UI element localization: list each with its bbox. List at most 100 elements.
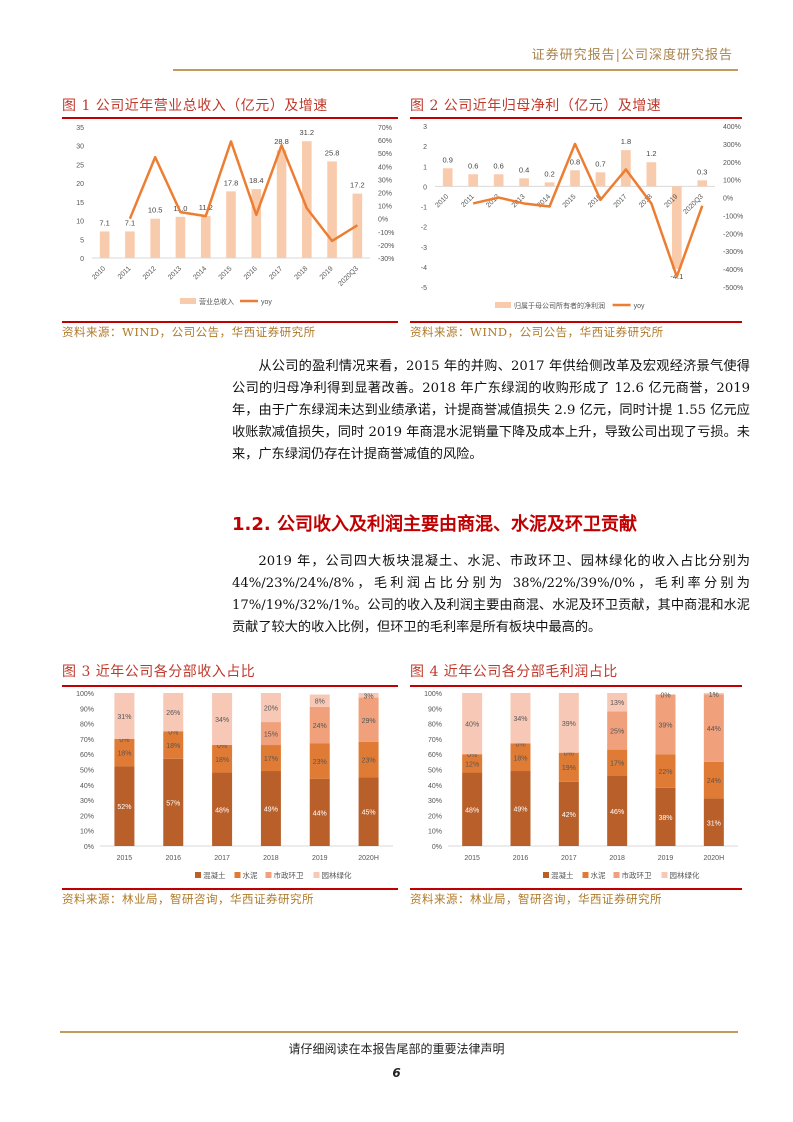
figure-1-chart: 0 5 10 15 20 25 30 35 -30% -20% -10% 0% 10% 20% 30% 40%…: [76, 125, 394, 306]
legend-swatch: [582, 872, 589, 878]
x-axis-tick-label: 2015: [218, 265, 234, 281]
y2-axis-tick-label: 300%: [723, 142, 741, 149]
body-paragraph-2: 2019 年，公司四大板块混凝土、水泥、市政环卫、园林绿化的收入占比分别为 44…: [232, 554, 750, 635]
stacked-bar-segment: [462, 754, 483, 773]
data-label: 17%: [610, 761, 624, 768]
bar: [226, 191, 236, 258]
y-axis-tick-label: 40%: [80, 783, 94, 790]
data-label: 38%: [658, 815, 672, 822]
data-label: 12%: [465, 761, 479, 768]
stacked-bar-segment: [163, 731, 184, 759]
y-axis-tick-label: 90%: [428, 706, 442, 713]
data-label: 25%: [610, 728, 624, 735]
data-label: 25.8: [325, 148, 340, 157]
y-axis-tick-label: 35: [76, 125, 84, 132]
x-axis-tick-label: 2013: [167, 265, 183, 281]
x-axis-tick-label: 2016: [587, 193, 603, 209]
stacked-bar-segment: [558, 781, 579, 846]
data-label: 29%: [362, 718, 376, 725]
stacked-bar-segment: [703, 693, 724, 695]
y-axis-tick-label: 0: [80, 256, 84, 263]
data-label: 0%: [515, 741, 525, 748]
x-axis-tick-label: 2015: [562, 193, 578, 209]
figure-4-bottom-rule: [410, 888, 742, 890]
stacked-bar-segment: [309, 743, 330, 779]
stacked-bar-segment: [462, 772, 483, 846]
x-axis-tick-label: 2017: [268, 265, 284, 281]
data-label: 11.2: [199, 203, 213, 212]
stacked-bar-segment: [309, 778, 330, 846]
y-axis-tick-label: 40%: [428, 783, 442, 790]
data-label: 0.6: [468, 161, 478, 170]
stacked-bar-segment: [607, 775, 628, 846]
y2-axis-tick-label: -30%: [378, 256, 394, 263]
data-label: 24%: [707, 778, 721, 785]
bar: [519, 178, 529, 187]
y-axis-tick-label: 15: [76, 200, 84, 207]
stacked-bar-segment: [260, 745, 281, 772]
data-label: 48%: [465, 807, 479, 814]
bar: [697, 180, 708, 187]
x-axis-tick-label: 2015: [117, 855, 133, 862]
x-axis-tick-label: 2020H: [704, 855, 725, 862]
stacked-bar-segment: [212, 772, 233, 846]
y-axis-tick-label: 60%: [80, 752, 94, 759]
y2-axis-tick-label: 30%: [378, 177, 392, 184]
legend-label: 归属于母公司所有者的净利润: [514, 301, 605, 310]
data-label: 17.2: [350, 181, 365, 190]
data-label: 46%: [610, 809, 624, 816]
data-label: 0.2: [544, 169, 554, 178]
data-label: 18.4: [249, 176, 264, 185]
stacked-bar-segment: [510, 693, 531, 744]
legend-label: 园林绿化: [670, 870, 700, 880]
data-label: 0.9: [443, 155, 453, 164]
bar: [442, 168, 453, 187]
x-axis-tick-label: 2017: [613, 193, 629, 209]
data-label: 31%: [707, 820, 721, 827]
data-label: 44%: [707, 726, 721, 733]
y2-axis-tick-label: -500%: [723, 285, 743, 292]
data-label: 0%: [467, 752, 477, 759]
y-axis-tick-label: 1: [423, 164, 427, 171]
legend-label: 园林绿化: [322, 870, 352, 880]
bar: [251, 189, 262, 258]
x-axis-tick-label: 2018: [609, 855, 625, 862]
data-label: 22%: [658, 769, 672, 776]
footer-divider: [60, 1031, 738, 1033]
stacked-bar-segment: [358, 777, 379, 846]
y2-axis-tick-label: -20%: [378, 243, 394, 250]
x-axis-tick-label: 2020H: [358, 855, 379, 862]
figure-4-top-rule: [410, 685, 742, 687]
figure-2-title: 图 2 公司近年归母净利（亿元）及增速: [410, 98, 662, 114]
figure-2-top-rule: [410, 117, 742, 119]
data-label: 31%: [117, 714, 131, 721]
y-axis-tick-label: 100%: [76, 691, 94, 698]
figure-1-top-rule: [62, 117, 398, 119]
data-label: 26%: [166, 710, 180, 717]
y-axis-tick-label: 2: [423, 144, 427, 151]
stacked-bar-segment: [510, 743, 531, 772]
bar: [327, 161, 337, 258]
stacked-bar-segment: [114, 693, 135, 739]
data-label: 0%: [217, 743, 227, 750]
x-axis-tick-label: 2019: [312, 855, 328, 862]
data-label: 1.2: [646, 149, 656, 158]
x-axis-tick-label: 2017: [214, 855, 230, 862]
figure-2-bottom-rule: [410, 321, 742, 323]
y-axis-tick-label: -1: [421, 205, 427, 212]
stacked-bar-segment: [309, 706, 330, 744]
data-label: 7.1: [99, 218, 109, 227]
stacked-bar-segment: [358, 697, 379, 742]
figure-2-chart: -5 -4 -3 -2 -1 0 1 2 3 -500% -400% -300% -200% -100% 0…: [421, 124, 743, 310]
body-paragraph-1: 从公司的盈利情况来看，2015 年的并购、2017 年供给侧改革及宏观经济景气使…: [232, 359, 750, 462]
data-label: 45%: [362, 810, 376, 817]
data-label: 42%: [562, 812, 576, 819]
stacked-bar-segment: [358, 693, 379, 698]
x-axis-tick-label: 2017: [561, 855, 577, 862]
y2-axis-tick-label: 0%: [378, 217, 388, 224]
data-label: 0%: [660, 693, 670, 700]
section-heading: 1.2. 公司收入及利润主要由商混、水泥及环卫贡献: [232, 514, 637, 535]
data-label: 0%: [168, 729, 178, 736]
y-axis-tick-label: 80%: [428, 722, 442, 729]
stacked-bar-segment: [655, 754, 676, 788]
